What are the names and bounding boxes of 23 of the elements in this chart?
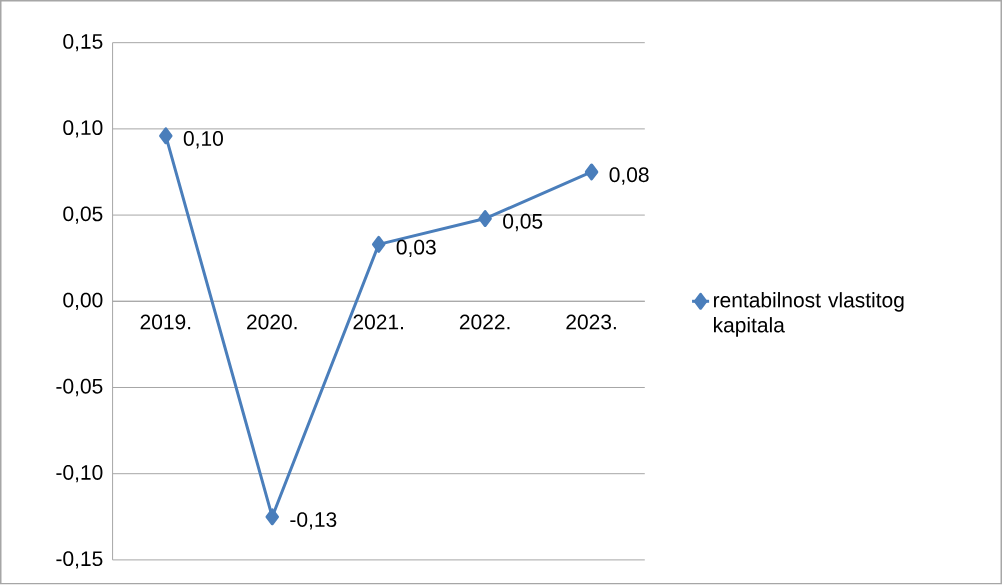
data-label: 0,03 [396, 239, 436, 258]
y-tick-label: -0,05 [56, 379, 103, 397]
point [265, 508, 279, 526]
x-tick-label: 2020. [247, 314, 297, 330]
x-tick-label: 2021. [353, 314, 403, 330]
y-tick-label: 0,10 [63, 120, 103, 138]
x-tick-label: 2019. [140, 314, 191, 330]
data-label: 0,05 [503, 214, 543, 232]
y-tick-label: 0,05 [63, 206, 103, 224]
data-label: 0,10 [183, 131, 223, 149]
legend-label: rentabilnost vlastitog kapitala [713, 292, 904, 337]
y-tick-label: -0,10 [56, 465, 103, 483]
y-tick-label: 0,00 [63, 292, 103, 311]
point [159, 127, 173, 145]
y-tick-label: 0,15 [63, 34, 103, 52]
data-label: 0,08 [609, 167, 649, 185]
point [371, 236, 386, 254]
data-label: -0,13 [290, 512, 337, 530]
y-tick-label: -0,15 [56, 551, 103, 569]
x-tick-label: 2023. [566, 314, 616, 330]
point [584, 163, 599, 181]
point [478, 210, 492, 228]
x-tick-label: 2022. [459, 314, 510, 330]
